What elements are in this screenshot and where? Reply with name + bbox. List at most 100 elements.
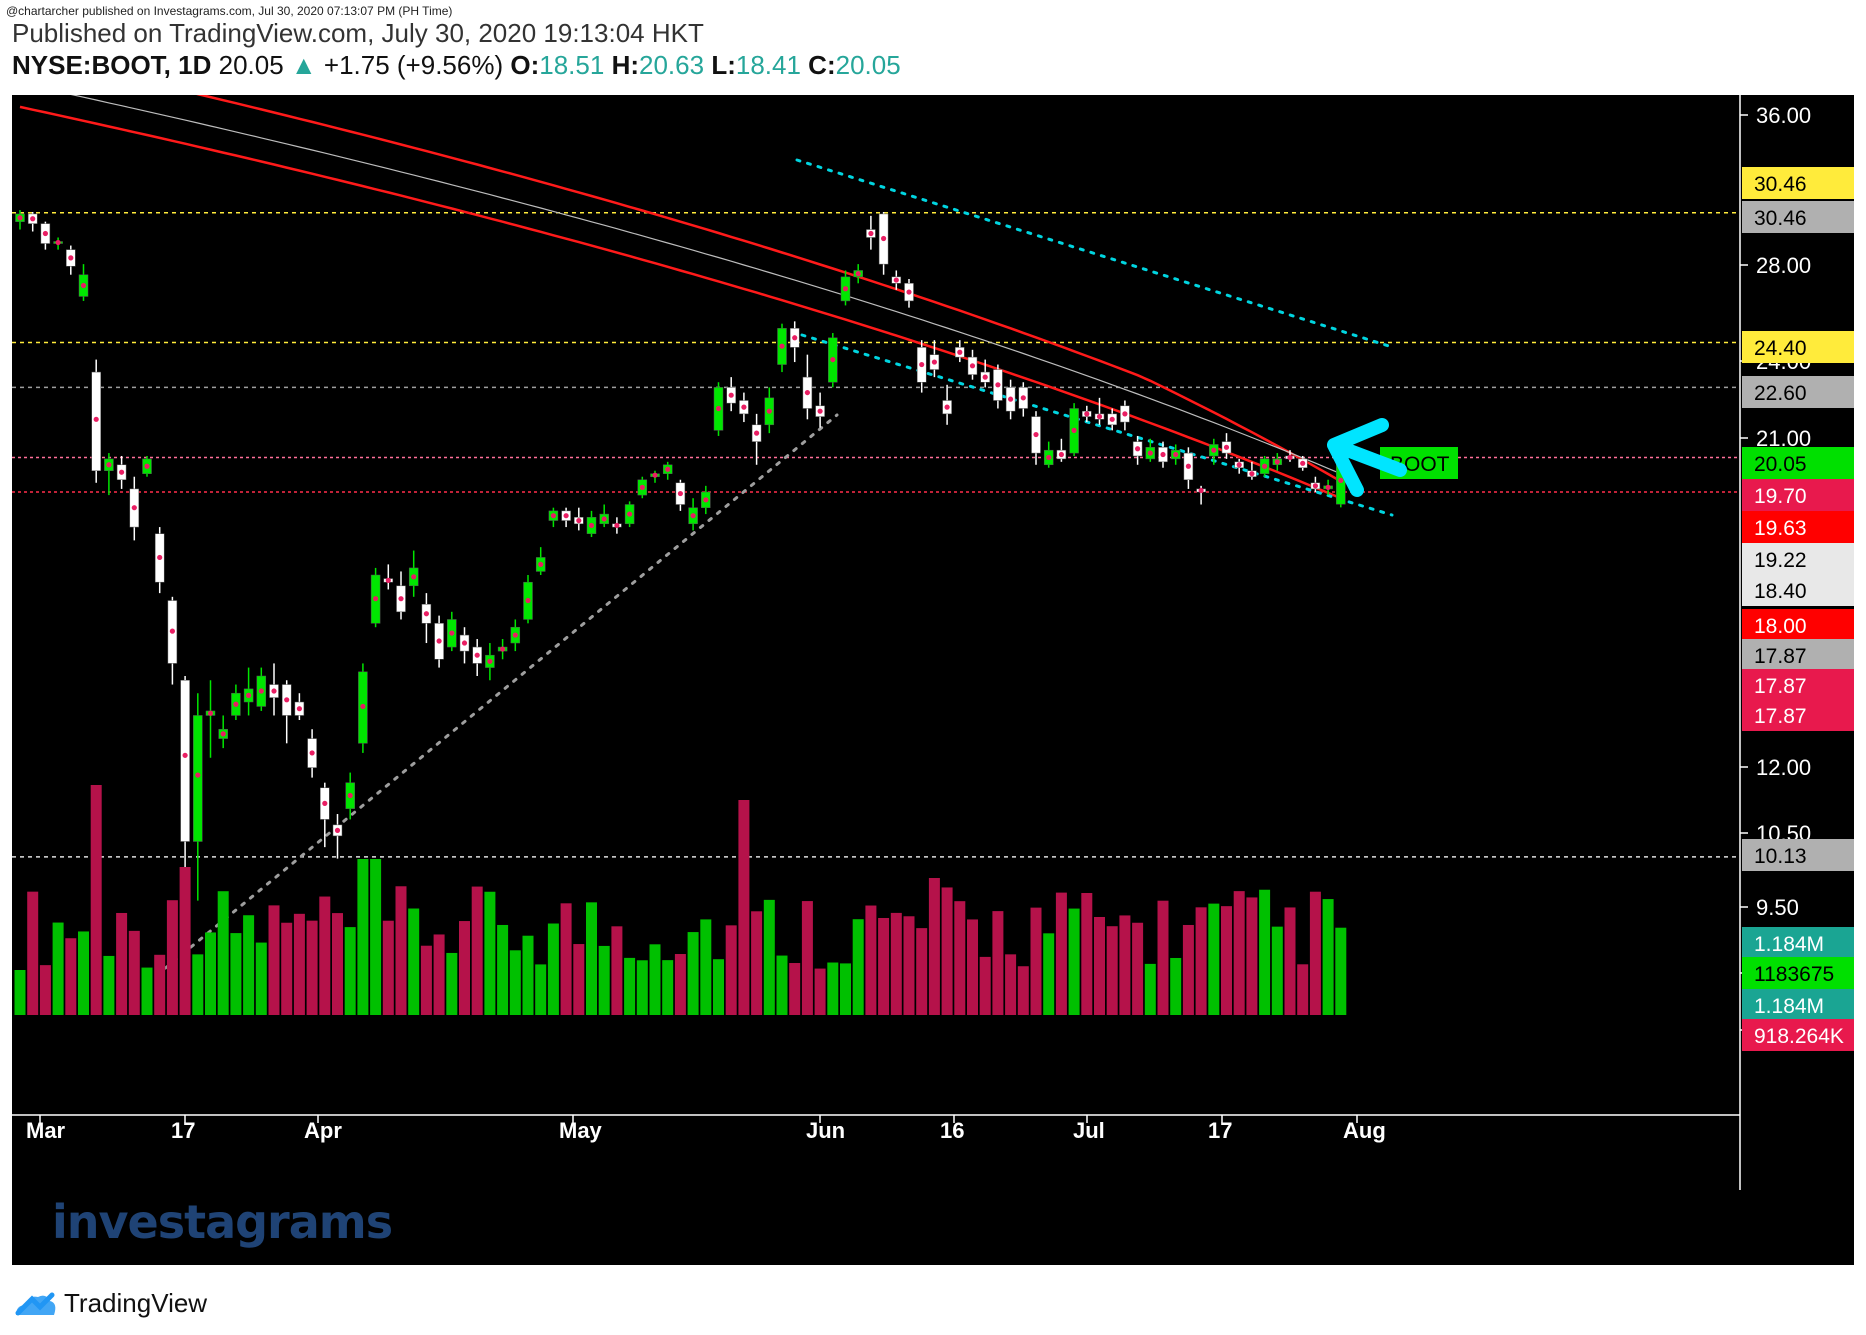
volume-bar [497, 924, 509, 1015]
price-tag-label: 20.05 [1754, 453, 1807, 476]
tradingview-label: TradingView [64, 1287, 208, 1318]
up-triangle-icon: ▲ [290, 50, 317, 80]
candle-dot [1135, 446, 1141, 452]
price-tag-label: 1.184M [1754, 933, 1824, 956]
candle-dot [296, 706, 302, 712]
volume-bar [1309, 891, 1321, 1015]
rising-trendline [155, 413, 839, 977]
volume-bar [509, 950, 521, 1015]
annotation-arrow-icon [1327, 418, 1407, 497]
candle-dot [652, 472, 658, 478]
volume-bar [1144, 963, 1156, 1015]
price-tag-label: 24.40 [1754, 337, 1807, 360]
volume-bar [1068, 908, 1080, 1015]
candle-dot [461, 640, 468, 646]
volume-bar [14, 970, 26, 1015]
candle-dot [195, 772, 201, 778]
candle-dot [766, 408, 772, 414]
chart-background [12, 95, 1854, 1265]
volume-bar [293, 913, 305, 1015]
volume-bar [560, 903, 572, 1015]
price-chart[interactable]: 36.0028.0024.0021.0012.0010.509.508.507.… [12, 95, 1854, 1265]
volume-bar [713, 959, 724, 1015]
volume-bar [230, 933, 242, 1015]
volume-bar [90, 785, 102, 1015]
investagrams-watermark: investagrams [52, 1195, 393, 1249]
volume-bar [852, 919, 864, 1015]
candle-dot [1223, 444, 1230, 450]
volume-bar [890, 912, 902, 1015]
candle-dot [817, 408, 823, 414]
volume-bar [928, 878, 940, 1015]
volume-bar [801, 901, 813, 1015]
volume-bar [39, 965, 51, 1015]
time-tick-label: Aug [1343, 1118, 1386, 1143]
candle-dot [969, 363, 976, 369]
price-tag [1742, 574, 1854, 606]
high-value: 20.63 [639, 50, 705, 80]
price-tag [1742, 839, 1854, 871]
volume-bar [865, 905, 877, 1015]
candle-dot [182, 752, 188, 758]
low-label: L: [711, 50, 736, 80]
volume-bar [751, 911, 763, 1015]
candle-dot [842, 286, 849, 292]
price-tag [1742, 699, 1854, 731]
low-value: 18.41 [735, 50, 801, 80]
time-tick-label: 17 [171, 1118, 195, 1143]
publisher-line: @chartarcher published on Investagrams.c… [6, 4, 453, 18]
candle-dot [665, 466, 671, 472]
volume-bar [979, 956, 991, 1015]
candle-dot [55, 239, 61, 246]
chart-panel[interactable]: 36.0028.0024.0021.0012.0010.509.508.507.… [12, 95, 1854, 1265]
price-tag-label: 1183675 [1754, 963, 1834, 986]
price-tick-label: 21.00 [1756, 426, 1811, 451]
candle-dot [538, 561, 544, 568]
channel-lower-line [800, 333, 1394, 517]
volume-bar [141, 967, 153, 1015]
candle-dot [131, 505, 137, 511]
price-tick-label: 9.50 [1756, 895, 1799, 920]
candle-dot [1122, 411, 1128, 417]
candle-dot [868, 230, 874, 237]
candles-group [15, 210, 1346, 988]
candle-dot [500, 646, 506, 652]
price-tag-label: 19.63 [1754, 517, 1807, 540]
candle-dot [601, 516, 607, 522]
volume-bar [179, 867, 191, 1015]
volume-bar [268, 905, 280, 1015]
candle-dot [1325, 484, 1331, 490]
volume-bar [281, 922, 293, 1015]
volume-bar [1322, 899, 1334, 1015]
candle-dot [373, 596, 379, 602]
time-tick-label: May [559, 1118, 603, 1143]
footer-brand[interactable]: TradingView [12, 1283, 207, 1323]
candle-dot [588, 522, 595, 529]
channel-upper-line [795, 158, 1394, 349]
volume-bar [1157, 900, 1169, 1015]
volume-bar [395, 886, 407, 1015]
volume-bar [776, 955, 788, 1015]
price-tag [1742, 543, 1854, 575]
price-tag-label: 18.40 [1754, 580, 1807, 603]
candle-dot [474, 652, 480, 658]
candle-dot [284, 697, 290, 703]
volume-bar [116, 912, 128, 1015]
price-tag [1742, 201, 1854, 233]
candle-body[interactable] [193, 715, 203, 842]
price-tick-label: 12.00 [1756, 755, 1811, 780]
candle-dot [1058, 451, 1064, 458]
volume-bar [1208, 903, 1220, 1015]
price-tag-label: 19.70 [1754, 485, 1807, 508]
volume-bar [547, 923, 559, 1015]
volume-bar [1081, 892, 1093, 1015]
candle-dot [322, 800, 328, 806]
candle-dot [1008, 396, 1014, 402]
candle-dot [550, 513, 557, 519]
candle-body[interactable] [180, 680, 190, 842]
volume-bar [78, 931, 89, 1015]
price-tag-label: 17.87 [1754, 705, 1807, 728]
volume-bar [941, 887, 953, 1015]
volume-bar [1030, 907, 1042, 1015]
candle-dot [220, 731, 226, 737]
